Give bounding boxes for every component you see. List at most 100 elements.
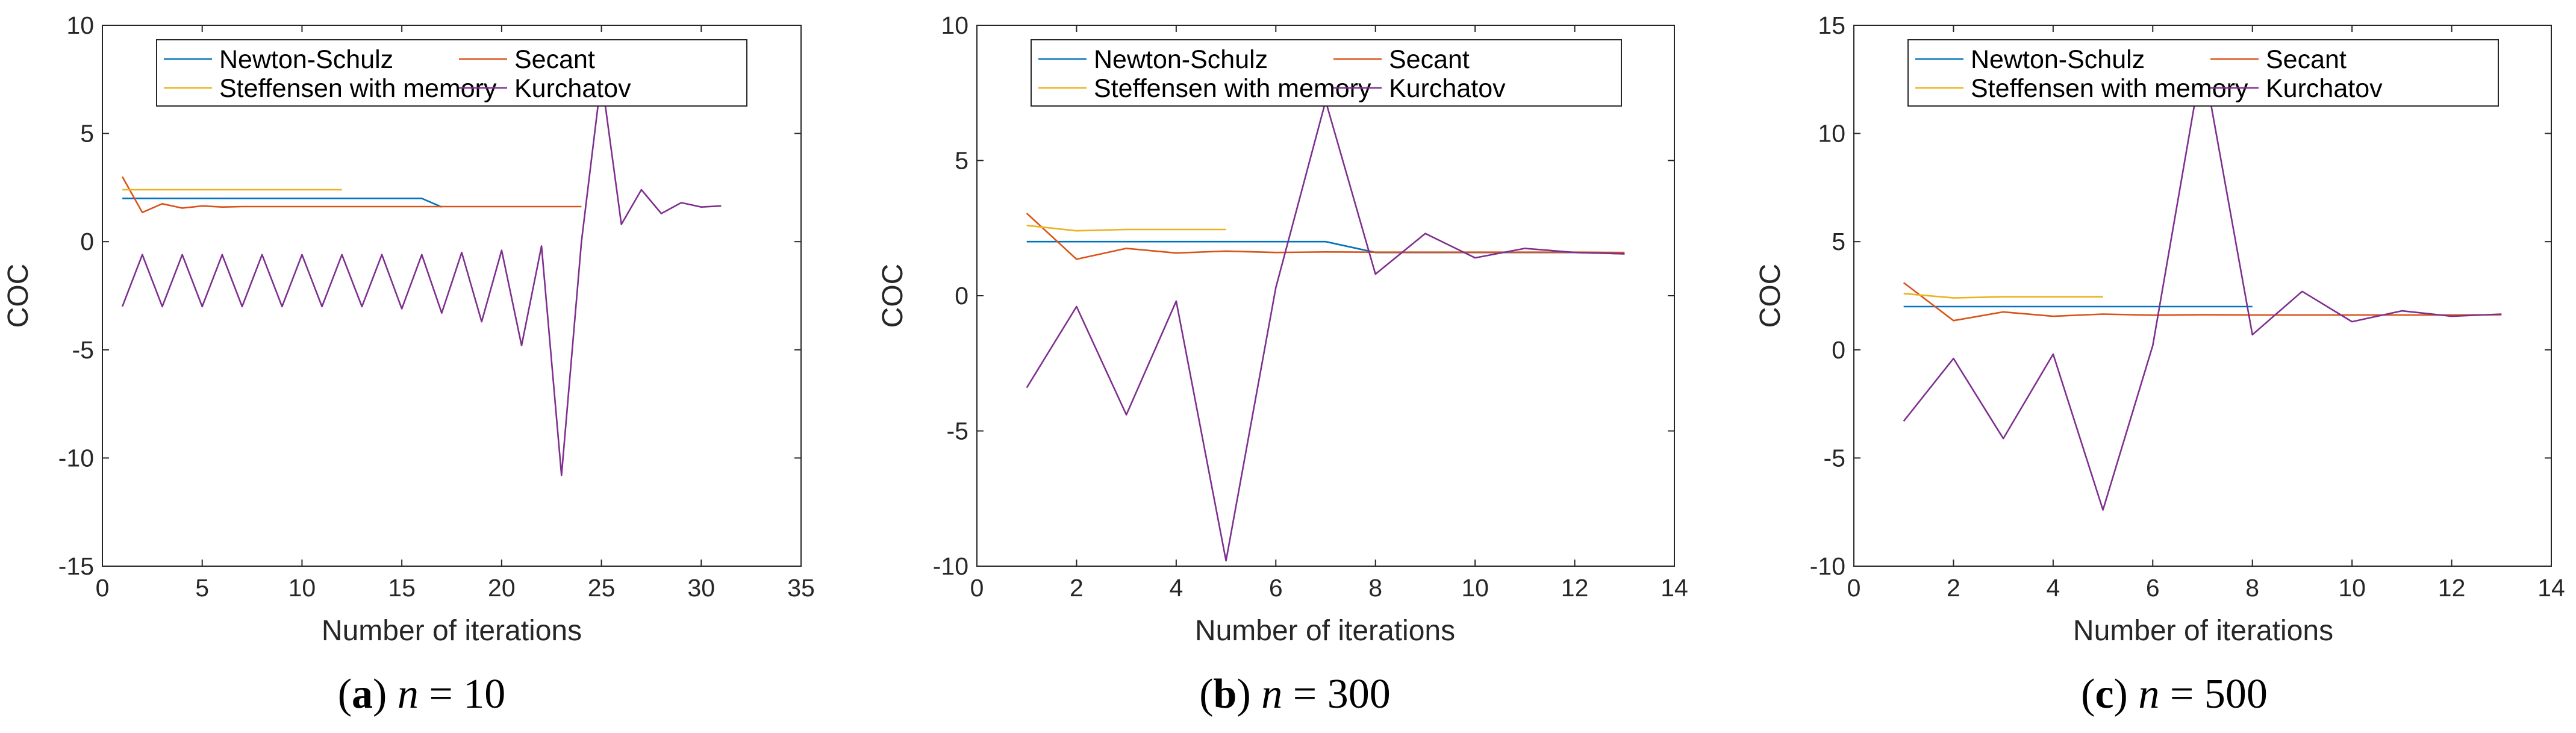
legend-box — [156, 39, 747, 107]
legend-label: Secant — [514, 45, 595, 74]
x-tick-label: 12 — [1561, 574, 1589, 602]
x-tick-label: 0 — [1847, 574, 1861, 602]
caption-part: ( — [2081, 671, 2095, 717]
y-tick-label: 0 — [955, 282, 968, 310]
legend-label: Steffensen with memory — [1094, 74, 1371, 103]
x-tick-label: 0 — [970, 574, 984, 602]
x-tick-label: 0 — [96, 574, 110, 602]
panel-caption: (b) n = 300 — [1199, 671, 1391, 717]
caption-part: ) — [373, 671, 398, 717]
x-tick-label: 5 — [195, 574, 209, 602]
panel-caption: (c) n = 500 — [2081, 671, 2268, 717]
x-tick-label: 4 — [1169, 574, 1183, 602]
caption-part: a — [352, 671, 373, 717]
series-line-secant — [1026, 213, 1625, 260]
caption-part: ( — [1199, 671, 1213, 717]
caption-part: = — [1282, 671, 1327, 717]
series-line-steffensen-with-memory — [1026, 225, 1226, 232]
caption-part: 500 — [2204, 671, 2268, 717]
legend-box — [1907, 39, 2499, 107]
y-tick-label: -10 — [58, 444, 94, 472]
x-tick-label: 20 — [488, 574, 516, 602]
series-line-kurchatov — [121, 76, 722, 476]
x-tick-label: 4 — [2046, 574, 2060, 602]
x-tick-label: 12 — [2438, 574, 2466, 602]
x-tick-label: 6 — [1269, 574, 1283, 602]
x-axis-label: Number of iterations — [2073, 615, 2333, 647]
x-axis-label: Number of iterations — [322, 615, 582, 647]
y-tick-label: 5 — [1832, 228, 1845, 255]
x-tick-label: 10 — [288, 574, 316, 602]
x-tick-label: 25 — [588, 574, 616, 602]
y-axis-label: COC — [1754, 264, 1786, 328]
caption-part: n — [398, 671, 419, 717]
caption-part: ( — [338, 671, 352, 717]
legend-box — [1031, 39, 1622, 107]
y-tick-label: -15 — [58, 552, 94, 580]
plot-area — [976, 25, 1675, 567]
legend-label: Newton-Schulz — [1971, 45, 2145, 74]
x-tick-label: 10 — [1461, 574, 1489, 602]
y-tick-label: 15 — [1818, 11, 1845, 39]
y-tick-label: -5 — [947, 417, 968, 445]
y-tick-label: -10 — [933, 552, 968, 580]
legend-label: Newton-Schulz — [219, 45, 393, 74]
legend-label: Kurchatov — [2266, 74, 2383, 103]
chart-panel-3: 0 2 4 6 8 10 12 14 -10 -5 0 5 10 15 Newton-SchulzSteff… — [1754, 11, 2565, 717]
caption-part: ) — [1237, 671, 1261, 717]
y-tick-label: -5 — [1824, 444, 1845, 472]
series-line-steffensen-with-memory — [1903, 293, 2103, 299]
x-tick-label: 14 — [1661, 574, 1688, 602]
chart-panel-2: 0 2 4 6 8 10 12 14 -10 -5 0 5 10 Newton-SchulzSteffen… — [877, 11, 1688, 717]
series-line-secant — [1903, 282, 2502, 322]
legend-label: Kurchatov — [1389, 74, 1506, 103]
x-axis-label: Number of iterations — [1195, 615, 1455, 647]
caption-part: 10 — [463, 671, 505, 717]
legend-label: Steffensen with memory — [1971, 74, 2248, 103]
x-tick-label: 10 — [2338, 574, 2366, 602]
x-tick-label: 6 — [2146, 574, 2160, 602]
caption-part: b — [1214, 671, 1237, 717]
y-tick-label: 10 — [66, 11, 94, 39]
x-tick-label: 35 — [787, 574, 815, 602]
y-tick-label: 10 — [1818, 120, 1845, 148]
caption-part: n — [2138, 671, 2159, 717]
x-tick-label: 8 — [2245, 574, 2259, 602]
series-line-secant — [121, 176, 582, 214]
y-tick-label: -5 — [72, 336, 94, 364]
caption-part: = — [419, 671, 463, 717]
plot-area — [102, 25, 802, 567]
y-tick-label: 0 — [80, 228, 94, 255]
x-tick-label: 14 — [2537, 574, 2565, 602]
caption-part: ) — [2114, 671, 2139, 717]
legend-label: Newton-Schulz — [1094, 45, 1268, 74]
y-tick-label: 0 — [1832, 336, 1845, 364]
y-axis-label: COC — [2, 264, 34, 328]
y-tick-label: 5 — [80, 120, 94, 148]
x-tick-label: 2 — [1070, 574, 1084, 602]
panel-caption: (a) n = 10 — [338, 671, 506, 717]
caption-part: = — [2159, 671, 2204, 717]
caption-part: n — [1261, 671, 1282, 717]
series-line-newton-schulz — [122, 198, 442, 208]
x-tick-label: 15 — [388, 574, 416, 602]
plot-area — [1853, 25, 2552, 567]
legend-label: Steffensen with memory — [219, 74, 497, 103]
caption-part: 300 — [1327, 671, 1391, 717]
caption-part: c — [2095, 671, 2113, 717]
y-tick-label: 5 — [955, 147, 968, 175]
legend-label: Secant — [2266, 45, 2347, 74]
chart-panel-1: 0 5 10 15 20 25 30 35-15-10-50510Newton-SchulzS… — [2, 11, 815, 717]
legend-label: Kurchatov — [514, 74, 631, 103]
x-tick-label: 8 — [1368, 574, 1382, 602]
x-tick-label: 2 — [1947, 574, 1960, 602]
legend-label: Secant — [1389, 45, 1470, 74]
y-tick-label: 10 — [941, 11, 968, 39]
x-tick-label: 30 — [687, 574, 715, 602]
y-tick-label: -10 — [1810, 552, 1845, 580]
y-axis-label: COC — [877, 264, 909, 328]
